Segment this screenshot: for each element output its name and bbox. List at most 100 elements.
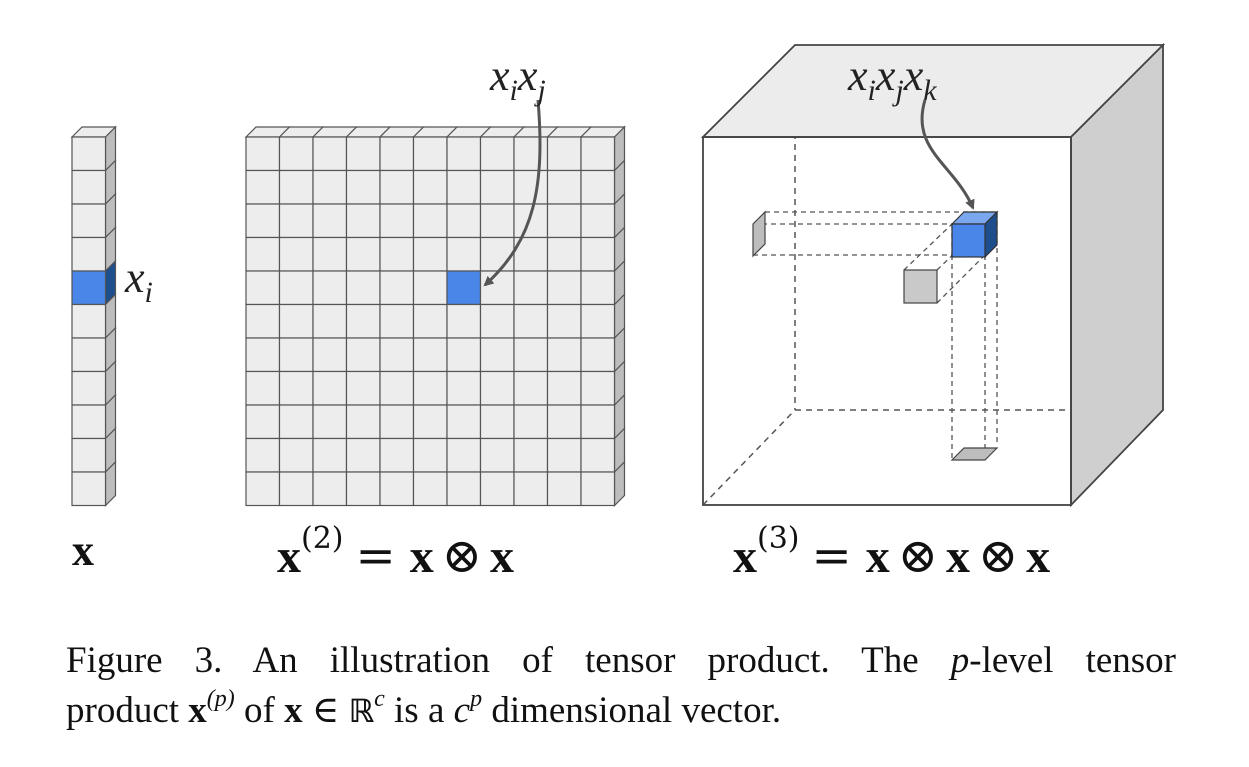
matrix-cell: [312, 437, 348, 473]
tensor-product-figure: xi xixj xixjxk x x(2) = x ⊗ x x(3) = x ⊗ x ⊗ x: [70, 42, 1166, 584]
matrix-cell: [379, 404, 415, 440]
tensor-cube: [700, 42, 1166, 508]
vector-highlight-cell: [71, 270, 107, 306]
matrix-cell: [278, 370, 314, 406]
matrix-cell: [345, 236, 381, 272]
matrix-cell: [546, 303, 582, 339]
matrix-cell: [580, 236, 616, 272]
matrix-cell: [278, 136, 314, 172]
caption-line-1: Figure 3. An illustration of tensor prod…: [66, 640, 1176, 681]
matrix-cell: [245, 337, 281, 373]
matrix-grid: [244, 125, 626, 507]
matrix-cell: [278, 270, 314, 306]
caption-prefix: Figure 3.: [66, 640, 223, 681]
matrix-cell: [278, 404, 314, 440]
matrix-cell: [412, 471, 448, 507]
vector-cell: [71, 337, 107, 373]
matrix-cell: [580, 404, 616, 440]
matrix-cell: [479, 404, 515, 440]
matrix-label: x(2) = x ⊗ x: [277, 521, 514, 584]
matrix-cell: [580, 370, 616, 406]
matrix-cell: [278, 303, 314, 339]
matrix-cell: [513, 404, 549, 440]
matrix-cell: [312, 370, 348, 406]
matrix-cell: [245, 404, 281, 440]
matrix-cell: [546, 236, 582, 272]
matrix-cell: [580, 337, 616, 373]
matrix-cell: [479, 471, 515, 507]
matrix-cell: [479, 136, 515, 172]
matrix-cell: [513, 437, 549, 473]
matrix-cell: [546, 136, 582, 172]
vector-cell: [71, 236, 107, 272]
matrix-cell: [345, 303, 381, 339]
matrix-cell: [446, 169, 482, 205]
vector-cell: [71, 303, 107, 339]
matrix-cell: [446, 136, 482, 172]
matrix-cell: [312, 303, 348, 339]
column-end-block: [950, 447, 999, 461]
matrix-highlight-cell: [446, 270, 482, 306]
vector-cell: [71, 169, 107, 205]
figure-caption: Figure 3. An illustration of tensor prod…: [66, 636, 1176, 740]
matrix-cell: [513, 203, 549, 239]
row-end-block: [752, 210, 766, 258]
matrix-cell: [312, 337, 348, 373]
matrix-cell: [278, 437, 314, 473]
matrix-cell: [379, 136, 415, 172]
matrix-cell: [379, 236, 415, 272]
matrix-cell: [446, 404, 482, 440]
matrix-cell: [546, 270, 582, 306]
matrix-cell: [513, 270, 549, 306]
matrix-cell: [345, 404, 381, 440]
matrix-cell: [312, 471, 348, 507]
matrix-cell: [379, 471, 415, 507]
matrix-cell: [479, 169, 515, 205]
matrix-cell: [412, 370, 448, 406]
matrix-cell: [479, 303, 515, 339]
matrix-cell: [479, 203, 515, 239]
vector-cell: [71, 370, 107, 406]
annotation-xi: xi: [124, 253, 153, 309]
matrix-cell: [412, 404, 448, 440]
matrix-cell: [245, 236, 281, 272]
matrix-cell: [379, 169, 415, 205]
vector-cell: [71, 136, 107, 172]
matrix-cell: [345, 370, 381, 406]
annotation-xixjxk: xixjxk: [847, 51, 937, 107]
matrix-cell: [513, 136, 549, 172]
matrix-cell: [379, 337, 415, 373]
matrix-cell: [379, 437, 415, 473]
matrix-cell: [446, 370, 482, 406]
matrix-cell: [312, 236, 348, 272]
matrix-cell: [546, 404, 582, 440]
matrix-cell: [278, 236, 314, 272]
matrix-cell: [446, 471, 482, 507]
matrix-cell: [412, 203, 448, 239]
matrix-cell: [479, 370, 515, 406]
matrix-cell: [412, 337, 448, 373]
matrix-cell: [446, 236, 482, 272]
matrix-cell: [245, 203, 281, 239]
matrix-cell: [513, 169, 549, 205]
matrix-cell: [345, 270, 381, 306]
matrix-cell: [580, 169, 616, 205]
matrix-cell: [546, 437, 582, 473]
matrix-cell: [546, 169, 582, 205]
matrix-cell: [513, 337, 549, 373]
matrix-cell: [379, 303, 415, 339]
matrix-cell: [546, 471, 582, 507]
matrix-cell: [513, 370, 549, 406]
matrix-cell: [580, 437, 616, 473]
matrix-cell: [580, 270, 616, 306]
vector-column: [70, 125, 117, 507]
matrix-cell: [479, 236, 515, 272]
tensor-label: x(3) = x ⊗ x ⊗ x: [733, 521, 1050, 584]
matrix-cell: [312, 270, 348, 306]
matrix-cell: [580, 136, 616, 172]
matrix-cell: [312, 404, 348, 440]
matrix-cell: [379, 270, 415, 306]
matrix-cell: [446, 303, 482, 339]
matrix-cell: [580, 303, 616, 339]
matrix-cell: [345, 169, 381, 205]
